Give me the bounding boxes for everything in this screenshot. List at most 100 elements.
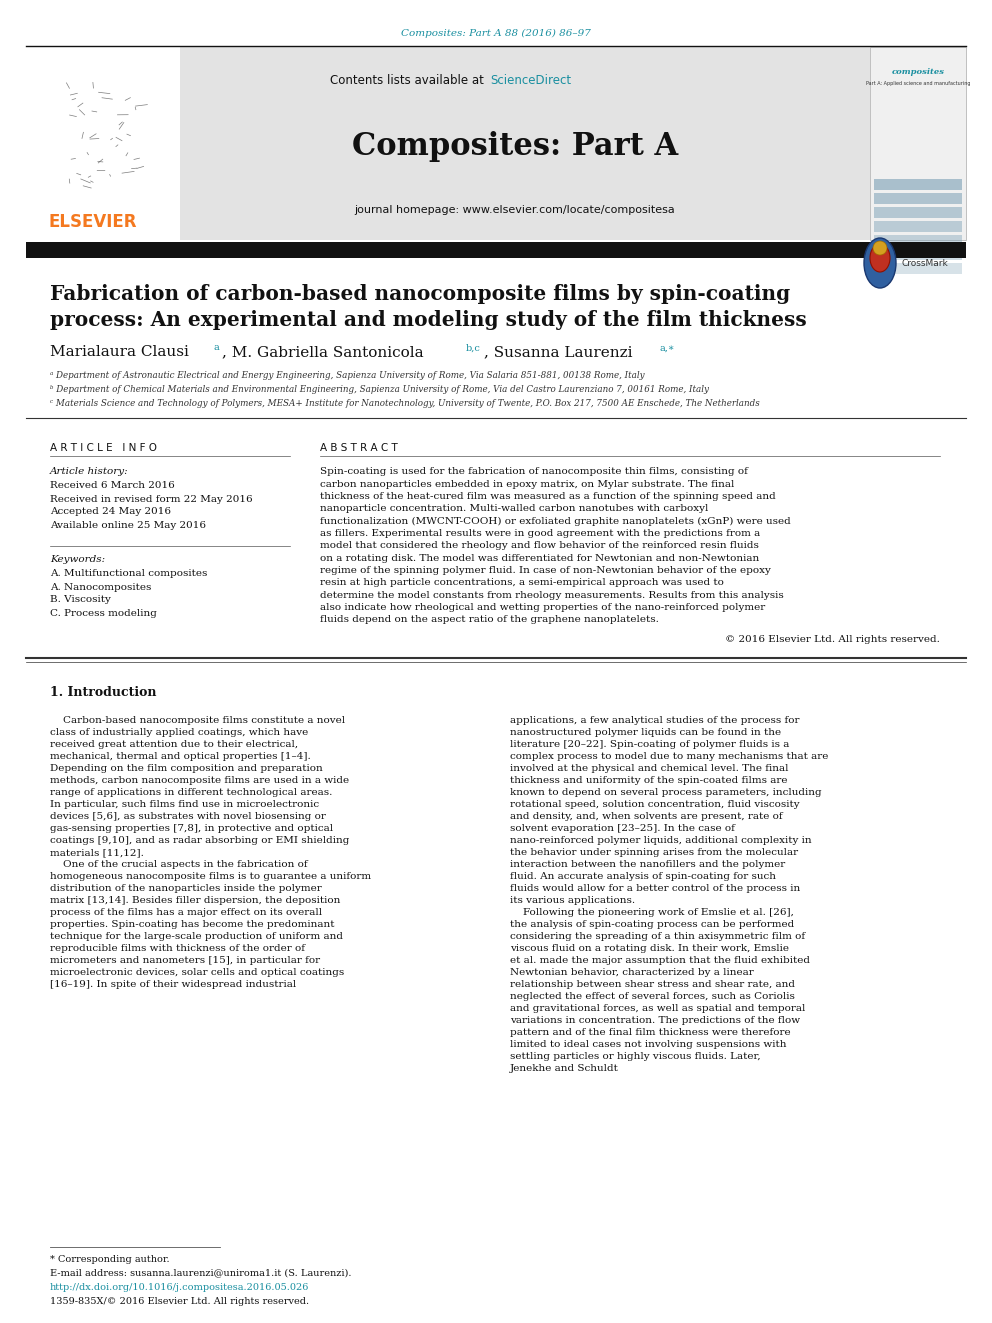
Text: class of industrially applied coatings, which have: class of industrially applied coatings, … — [50, 729, 309, 737]
Text: 1. Introduction: 1. Introduction — [50, 687, 157, 700]
Text: Composites: Part A: Composites: Part A — [352, 131, 679, 163]
Bar — [180, 48, 870, 239]
Bar — [874, 263, 962, 274]
Text: fluids would allow for a better control of the process in: fluids would allow for a better control … — [510, 884, 801, 893]
Text: Received in revised form 22 May 2016: Received in revised form 22 May 2016 — [50, 495, 253, 504]
Bar — [874, 249, 962, 261]
Text: CrossMark: CrossMark — [902, 258, 948, 267]
Text: applications, a few analytical studies of the process for: applications, a few analytical studies o… — [510, 716, 800, 725]
Text: its various applications.: its various applications. — [510, 897, 635, 905]
Text: Keywords:: Keywords: — [50, 556, 105, 565]
Text: b,c: b,c — [466, 344, 481, 352]
Text: ᵃ Department of Astronautic Electrical and Energy Engineering, Sapienza Universi: ᵃ Department of Astronautic Electrical a… — [50, 372, 645, 381]
Text: composites: composites — [892, 67, 944, 75]
Text: materials [11,12].: materials [11,12]. — [50, 848, 144, 857]
Bar — [874, 221, 962, 232]
Text: determine the model constants from rheology measurements. Results from this anal: determine the model constants from rheol… — [320, 590, 784, 599]
Text: considering the spreading of a thin axisymmetric film of: considering the spreading of a thin axis… — [510, 933, 806, 942]
Text: C. Process modeling: C. Process modeling — [50, 609, 157, 618]
Text: Received 6 March 2016: Received 6 March 2016 — [50, 482, 175, 491]
Text: process: An experimental and modeling study of the film thickness: process: An experimental and modeling st… — [50, 310, 806, 329]
Bar — [874, 235, 962, 246]
Text: B. Viscosity: B. Viscosity — [50, 595, 111, 605]
Text: Following the pioneering work of Emslie et al. [26],: Following the pioneering work of Emslie … — [510, 909, 794, 917]
Text: ᶜ Materials Science and Technology of Polymers, MESA+ Institute for Nanotechnolo: ᶜ Materials Science and Technology of Po… — [50, 400, 760, 409]
Text: rotational speed, solution concentration, fluid viscosity: rotational speed, solution concentration… — [510, 800, 800, 810]
Text: ELSEVIER: ELSEVIER — [49, 213, 137, 232]
Text: fluid. An accurate analysis of spin-coating for such: fluid. An accurate analysis of spin-coat… — [510, 872, 776, 881]
Text: reproducible films with thickness of the order of: reproducible films with thickness of the… — [50, 945, 305, 954]
Text: range of applications in different technological areas.: range of applications in different techn… — [50, 789, 332, 798]
Text: functionalization (MWCNT-COOH) or exfoliated graphite nanoplatelets (xGnP) were : functionalization (MWCNT-COOH) or exfoli… — [320, 517, 791, 525]
Text: © 2016 Elsevier Ltd. All rights reserved.: © 2016 Elsevier Ltd. All rights reserved… — [725, 635, 940, 644]
Text: settling particles or highly viscous fluids. Later,: settling particles or highly viscous flu… — [510, 1052, 761, 1061]
Text: et al. made the major assumption that the fluid exhibited: et al. made the major assumption that th… — [510, 957, 810, 966]
Text: 1359-835X/© 2016 Elsevier Ltd. All rights reserved.: 1359-835X/© 2016 Elsevier Ltd. All right… — [50, 1297, 310, 1306]
Text: also indicate how rheological and wetting properties of the nano-reinforced poly: also indicate how rheological and wettin… — [320, 603, 765, 611]
Text: E-mail address: susanna.laurenzi@uniroma1.it (S. Laurenzi).: E-mail address: susanna.laurenzi@uniroma… — [50, 1269, 351, 1278]
Text: Composites: Part A 88 (2016) 86–97: Composites: Part A 88 (2016) 86–97 — [401, 28, 591, 37]
Text: solvent evaporation [23–25]. In the case of: solvent evaporation [23–25]. In the case… — [510, 824, 735, 833]
Text: known to depend on several process parameters, including: known to depend on several process param… — [510, 789, 821, 798]
Text: Carbon-based nanocomposite films constitute a novel: Carbon-based nanocomposite films constit… — [50, 716, 345, 725]
Text: coatings [9,10], and as radar absorbing or EMI shielding: coatings [9,10], and as radar absorbing … — [50, 836, 349, 845]
Text: nano-reinforced polymer liquids, additional complexity in: nano-reinforced polymer liquids, additio… — [510, 836, 811, 845]
Text: gas-sensing properties [7,8], in protective and optical: gas-sensing properties [7,8], in protect… — [50, 824, 333, 833]
Text: Accepted 24 May 2016: Accepted 24 May 2016 — [50, 508, 171, 516]
Text: journal homepage: www.elsevier.com/locate/compositesa: journal homepage: www.elsevier.com/locat… — [354, 205, 676, 216]
Text: the behavior under spinning arises from the molecular: the behavior under spinning arises from … — [510, 848, 799, 857]
Text: homogeneous nanocomposite films is to guarantee a uniform: homogeneous nanocomposite films is to gu… — [50, 872, 371, 881]
Text: on a rotating disk. The model was differentiated for Newtonian and non-Newtonian: on a rotating disk. The model was differ… — [320, 553, 759, 562]
Text: Available online 25 May 2016: Available online 25 May 2016 — [50, 520, 206, 529]
Text: microelectronic devices, solar cells and optical coatings: microelectronic devices, solar cells and… — [50, 968, 344, 978]
Text: received great attention due to their electrical,: received great attention due to their el… — [50, 741, 299, 749]
Text: [16–19]. In spite of their widespread industrial: [16–19]. In spite of their widespread in… — [50, 980, 297, 990]
Text: http://dx.doi.org/10.1016/j.compositesa.2016.05.026: http://dx.doi.org/10.1016/j.compositesa.… — [50, 1283, 310, 1293]
Text: mechanical, thermal and optical properties [1–4].: mechanical, thermal and optical properti… — [50, 753, 310, 762]
Text: micrometers and nanometers [15], in particular for: micrometers and nanometers [15], in part… — [50, 957, 320, 966]
Text: variations in concentration. The predictions of the flow: variations in concentration. The predict… — [510, 1016, 801, 1025]
Text: Jenekhe and Schuldt: Jenekhe and Schuldt — [510, 1065, 619, 1073]
Text: technique for the large-scale production of uniform and: technique for the large-scale production… — [50, 933, 343, 942]
Text: Fabrication of carbon-based nanocomposite films by spin-coating: Fabrication of carbon-based nanocomposit… — [50, 284, 791, 304]
Text: and gravitational forces, as well as spatial and temporal: and gravitational forces, as well as spa… — [510, 1004, 806, 1013]
Bar — [870, 48, 966, 239]
Text: fluids depend on the aspect ratio of the graphene nanoplatelets.: fluids depend on the aspect ratio of the… — [320, 615, 659, 624]
Text: A. Multifunctional composites: A. Multifunctional composites — [50, 569, 207, 578]
Text: thickness and uniformity of the spin-coated films are: thickness and uniformity of the spin-coa… — [510, 777, 788, 786]
Text: as fillers. Experimental results were in good agreement with the predictions fro: as fillers. Experimental results were in… — [320, 529, 760, 538]
Text: Part A: Applied science and manufacturing: Part A: Applied science and manufacturin… — [866, 81, 970, 86]
Text: limited to ideal cases not involving suspensions with: limited to ideal cases not involving sus… — [510, 1040, 787, 1049]
Text: nanoparticle concentration. Multi-walled carbon nanotubes with carboxyl: nanoparticle concentration. Multi-walled… — [320, 504, 708, 513]
Text: regime of the spinning polymer fluid. In case of non-Newtonian behavior of the e: regime of the spinning polymer fluid. In… — [320, 566, 771, 576]
Text: model that considered the rheology and flow behavior of the reinforced resin flu: model that considered the rheology and f… — [320, 541, 759, 550]
Ellipse shape — [870, 243, 890, 273]
Text: resin at high particle concentrations, a semi-empirical approach was used to: resin at high particle concentrations, a… — [320, 578, 724, 587]
Text: ᵇ Department of Chemical Materials and Environmental Engineering, Sapienza Unive: ᵇ Department of Chemical Materials and E… — [50, 385, 709, 394]
Text: interaction between the nanofillers and the polymer: interaction between the nanofillers and … — [510, 860, 786, 869]
Text: devices [5,6], as substrates with novel biosensing or: devices [5,6], as substrates with novel … — [50, 812, 326, 822]
Bar — [874, 193, 962, 204]
Text: Depending on the film composition and preparation: Depending on the film composition and pr… — [50, 765, 322, 774]
Text: the analysis of spin-coating process can be performed: the analysis of spin-coating process can… — [510, 921, 795, 929]
Bar — [874, 179, 962, 191]
Text: carbon nanoparticles embedded in epoxy matrix, on Mylar substrate. The final: carbon nanoparticles embedded in epoxy m… — [320, 480, 734, 488]
Text: and density, and, when solvents are present, rate of: and density, and, when solvents are pres… — [510, 812, 783, 822]
Text: Contents lists available at: Contents lists available at — [330, 74, 488, 86]
Text: relationship between shear stress and shear rate, and: relationship between shear stress and sh… — [510, 980, 795, 990]
Text: viscous fluid on a rotating disk. In their work, Emslie: viscous fluid on a rotating disk. In the… — [510, 945, 789, 954]
Text: Article history:: Article history: — [50, 467, 129, 476]
Text: distribution of the nanoparticles inside the polymer: distribution of the nanoparticles inside… — [50, 884, 321, 893]
Text: One of the crucial aspects in the fabrication of: One of the crucial aspects in the fabric… — [50, 860, 308, 869]
Bar — [26, 48, 180, 239]
Ellipse shape — [873, 241, 887, 255]
Text: process of the films has a major effect on its overall: process of the films has a major effect … — [50, 909, 322, 917]
Text: , M. Gabriella Santonicola: , M. Gabriella Santonicola — [222, 345, 424, 359]
Text: methods, carbon nanocomposite films are used in a wide: methods, carbon nanocomposite films are … — [50, 777, 349, 786]
Text: A. Nanocomposites: A. Nanocomposites — [50, 582, 152, 591]
Text: Marialaura Clausi: Marialaura Clausi — [50, 345, 188, 359]
Bar — [26, 242, 966, 258]
Text: involved at the physical and chemical level. The final: involved at the physical and chemical le… — [510, 765, 789, 774]
Text: nanostructured polymer liquids can be found in the: nanostructured polymer liquids can be fo… — [510, 729, 781, 737]
Text: complex process to model due to many mechanisms that are: complex process to model due to many mec… — [510, 753, 828, 762]
